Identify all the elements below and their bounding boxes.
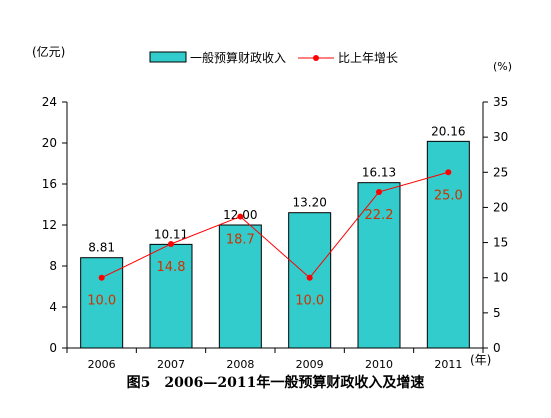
bar-value-label-2006: 8.81 bbox=[88, 241, 115, 255]
growth-point-2006 bbox=[98, 274, 105, 281]
growth-label-2011: 25.0 bbox=[434, 188, 463, 203]
x-tick-label-2006: 2006 bbox=[88, 358, 116, 371]
y-left-tick-label: 4 bbox=[49, 300, 57, 314]
bar-2007 bbox=[149, 243, 193, 349]
y-right-tick-label: 25 bbox=[493, 165, 508, 179]
growth-label-2006: 10.0 bbox=[87, 294, 116, 309]
chart-title: 图5 2006—2011年一般预算财政收入及增速 bbox=[126, 375, 425, 391]
x-tick-label-2010: 2010 bbox=[365, 358, 393, 371]
y-left-tick-label: 12 bbox=[42, 218, 57, 232]
y-right-tick-label: 10 bbox=[493, 271, 508, 285]
growth-label-2010: 22.2 bbox=[365, 208, 394, 223]
y-left-tick-label: 20 bbox=[42, 136, 57, 150]
y-left-unit: (亿元) bbox=[32, 44, 65, 59]
x-tick-label-2009: 2009 bbox=[296, 358, 324, 371]
x-tick-label-2011: 2011 bbox=[434, 358, 462, 371]
bar-2006 bbox=[80, 257, 124, 349]
y-right-tick-label: 35 bbox=[493, 95, 508, 109]
x-tick-label-2007: 2007 bbox=[157, 358, 185, 371]
legend-line-marker bbox=[313, 55, 319, 61]
growth-label-2009: 10.0 bbox=[295, 294, 324, 309]
growth-point-2010 bbox=[376, 188, 382, 195]
legend-bar-label: 一般预算财政收入 bbox=[190, 50, 286, 65]
growth-point-2007 bbox=[168, 240, 174, 247]
y-left-tick-label: 16 bbox=[42, 177, 57, 191]
y-right-tick-label: 0 bbox=[493, 341, 501, 355]
x-tick-label-2008: 2008 bbox=[226, 358, 254, 371]
growth-label-2007: 14.8 bbox=[157, 260, 186, 275]
y-left-tick-label: 8 bbox=[49, 259, 57, 273]
growth-line bbox=[101, 171, 449, 279]
bar-value-label-2007: 10.11 bbox=[154, 227, 188, 241]
growth-point-2011 bbox=[445, 169, 452, 176]
y-right-tick-label: 20 bbox=[493, 200, 508, 214]
bar-value-label-2010: 16.13 bbox=[362, 166, 396, 180]
x-unit: (年) bbox=[470, 353, 491, 367]
legend-bar-swatch bbox=[149, 51, 187, 63]
y-left-tick-label: 24 bbox=[42, 95, 57, 109]
bar-value-label-2011: 20.16 bbox=[431, 124, 465, 138]
y-left-tick-label: 0 bbox=[49, 341, 57, 355]
y-right-tick-label: 5 bbox=[493, 306, 501, 320]
growth-label-2008: 18.7 bbox=[226, 233, 255, 248]
bar-value-label-2009: 13.20 bbox=[292, 196, 326, 210]
y-right-unit: (%) bbox=[493, 60, 512, 73]
y-right-tick-label: 15 bbox=[493, 236, 508, 250]
bar-2008 bbox=[218, 224, 262, 349]
growth-point-2009 bbox=[306, 274, 313, 281]
growth-point-2008 bbox=[237, 213, 244, 220]
y-right-tick-label: 30 bbox=[493, 130, 508, 144]
legend-line-label: 比上年增长 bbox=[338, 51, 398, 65]
